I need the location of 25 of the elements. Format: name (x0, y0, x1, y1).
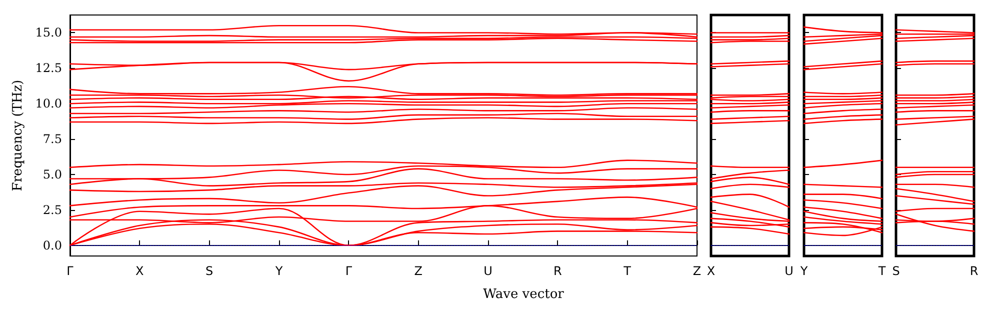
y-tick-label: 5.0 (42, 167, 62, 182)
x-tick-label: U (784, 264, 794, 278)
x-tick-label: U (484, 264, 492, 278)
y-tick-label: 2.5 (42, 202, 62, 217)
y-tick-label: 0.0 (42, 238, 62, 252)
x-tick-label: X (136, 264, 144, 278)
x-tick-label: R (970, 264, 978, 278)
x-tick-label: Z (692, 264, 702, 278)
x-tick-label: S (892, 264, 900, 278)
x-tick-label: X (706, 264, 716, 278)
y-tick-label: 10.0 (35, 96, 62, 111)
x-tick-label: Γ (345, 264, 352, 278)
x-tick-label: R (553, 264, 562, 278)
x-tick-label: T (877, 264, 886, 278)
x-tick-label: S (206, 264, 214, 278)
y-tick-label: 12.5 (35, 61, 62, 76)
x-tick-label: Y (274, 264, 284, 278)
y-axis-title: Frequency (THz) (10, 80, 26, 192)
x-tick-label: Γ (66, 264, 74, 278)
x-tick-label: Z (414, 264, 422, 278)
x-axis-title: Wave vector (483, 287, 565, 302)
y-tick-label: 7.5 (42, 132, 62, 146)
x-tick-label: T (622, 264, 632, 278)
y-tick-label: 15.0 (35, 26, 62, 40)
x-tick-label: Y (799, 264, 808, 278)
